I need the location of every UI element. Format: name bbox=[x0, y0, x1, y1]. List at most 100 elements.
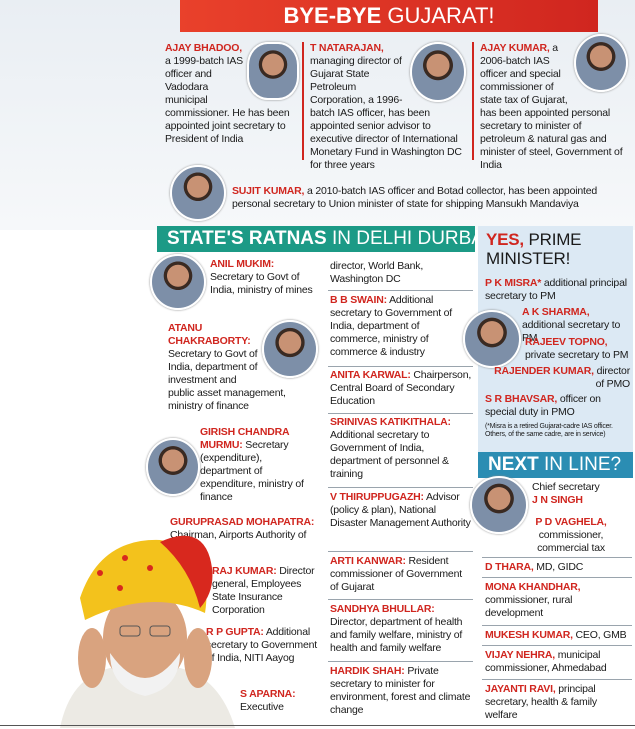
person-name: P D VAGHELA, bbox=[535, 516, 607, 528]
text: (*Misra is a retired Gujarat-cadre IAS o… bbox=[485, 423, 613, 438]
person-name: J N SINGH bbox=[532, 494, 583, 506]
entry: GIRISH CHANDRA MURMU: Secretary (expendi… bbox=[200, 426, 315, 504]
person-name: ARTI KANWAR: bbox=[330, 555, 406, 567]
person-name: MONA KHANDHAR, bbox=[485, 581, 581, 593]
entry: T NATARAJAN, managing director of Gujara… bbox=[310, 42, 466, 172]
entry: P K MISRA* additional principal secretar… bbox=[485, 277, 630, 303]
entry: ANIL MUKIM: Secretary to Govt of India, … bbox=[210, 258, 315, 297]
entry: RAJ KUMAR: Director general, Employees S… bbox=[212, 565, 320, 617]
text: Additional secretary to Government of In… bbox=[330, 294, 453, 358]
text: Secretary (expenditure), department of e… bbox=[200, 439, 304, 503]
person-name: S APARNA: bbox=[240, 688, 296, 700]
text: Chief secretary bbox=[532, 481, 600, 493]
separator bbox=[482, 557, 632, 558]
text: Executive bbox=[240, 701, 284, 713]
portrait-photo bbox=[60, 535, 235, 728]
entry: RAJENDER KUMAR, director of PMO bbox=[485, 365, 630, 391]
text: Director, department of health and famil… bbox=[330, 616, 463, 654]
entry: director, World Bank, Washington DC bbox=[330, 260, 470, 286]
entry: R P GUPTA: Additional secretary to Gover… bbox=[206, 626, 320, 665]
section-header: STATE'S RATNAS IN DELHI DURBAR bbox=[157, 226, 498, 252]
graphic bbox=[149, 625, 171, 637]
entry: S APARNA: Executive bbox=[240, 688, 320, 714]
graphic bbox=[110, 653, 180, 696]
photo bbox=[262, 320, 318, 378]
text: a 2010-batch IAS officer and Botad colle… bbox=[232, 185, 597, 210]
text: officer on special duty in PMO bbox=[485, 393, 601, 418]
separator bbox=[328, 551, 473, 552]
text: managing director of Gujarat State Petro… bbox=[310, 55, 462, 171]
photo bbox=[463, 310, 521, 368]
separator bbox=[482, 679, 632, 680]
person-name: A K SHARMA, bbox=[522, 306, 590, 318]
person-name: R P GUPTA: bbox=[206, 626, 264, 638]
entry: Chief secretary J N SINGH bbox=[532, 481, 632, 507]
graphic bbox=[147, 565, 153, 571]
footnote: (*Misra is a retired Gujarat-cadre IAS o… bbox=[485, 423, 633, 439]
entry: SANDHYA BHULLAR: Director, department of… bbox=[330, 603, 472, 655]
text: CEO, GMB bbox=[575, 629, 627, 641]
text: commissioner, commercial tax bbox=[537, 529, 605, 554]
person-name: S R BHAVSAR, bbox=[485, 393, 558, 405]
person-name: VIJAY NEHRA, bbox=[485, 649, 555, 661]
person-name: ANITA KARWAL: bbox=[330, 369, 411, 381]
header-title-bold: BYE-BYE bbox=[283, 3, 382, 28]
text: PRIME MINISTER! bbox=[486, 230, 582, 268]
section-header: YES, PRIME MINISTER! bbox=[486, 230, 626, 268]
entry: V THIRUPPUGAZH: Advisor (policy & plan),… bbox=[330, 491, 472, 530]
text: director, World Bank, Washington DC bbox=[330, 260, 424, 285]
entry: B B SWAIN: Additional secretary to Gover… bbox=[330, 294, 472, 359]
text: Additional secretary to Government of In… bbox=[206, 626, 317, 664]
person-name: MUKESH KUMAR, bbox=[485, 629, 573, 641]
entry: A K SHARMA, additional secretary to PM bbox=[522, 306, 630, 345]
person-name: RAJ KUMAR: bbox=[212, 565, 277, 577]
separator bbox=[482, 645, 632, 646]
text: Secretary to Govt of India, ministry of … bbox=[210, 271, 313, 296]
photo bbox=[146, 438, 200, 496]
person-name: GURUPRASAD MOHAPATRA: bbox=[170, 516, 315, 528]
section-header: NEXT IN LINE? bbox=[478, 452, 633, 478]
entry: AJAY BHADOO, a 1999-batch IAS officer an… bbox=[165, 42, 299, 146]
text: principal secretary, health & family wel… bbox=[485, 683, 597, 721]
text: additional secretary to PM bbox=[522, 319, 621, 344]
person-name: B B SWAIN: bbox=[330, 294, 387, 306]
entry: P D VAGHELA, commissioner, commercial ta… bbox=[512, 516, 630, 555]
separator bbox=[328, 413, 473, 414]
entry: ATANU CHAKRABORTY: Secretary to Govt of … bbox=[168, 320, 318, 413]
separator bbox=[328, 290, 473, 291]
text: IN LINE? bbox=[543, 454, 622, 475]
separator bbox=[0, 725, 635, 726]
person-name: GIRISH CHANDRA MURMU: bbox=[200, 426, 289, 451]
entry: HARDIK SHAH: Private secretary to minist… bbox=[330, 665, 472, 717]
graphic bbox=[80, 539, 207, 620]
text: Advisor (policy & plan), National Disast… bbox=[330, 491, 471, 529]
graphic bbox=[97, 570, 103, 576]
photo bbox=[410, 42, 466, 102]
photo bbox=[170, 165, 226, 221]
separator bbox=[328, 366, 473, 367]
entry: AJAY KUMAR, a 2006-batch IAS officer and… bbox=[480, 34, 628, 172]
separator bbox=[328, 661, 473, 662]
text: Additional secretary to Government of In… bbox=[330, 429, 449, 480]
photo bbox=[574, 34, 628, 92]
person-name: RAJENDER KUMAR, bbox=[494, 365, 594, 377]
text: IN DELHI DURBAR bbox=[331, 228, 498, 249]
divider bbox=[472, 42, 474, 160]
photo bbox=[150, 254, 206, 310]
text: MD, GIDC bbox=[536, 561, 584, 573]
graphic bbox=[78, 628, 106, 688]
person-name: AJAY BHADOO, bbox=[165, 42, 242, 54]
separator bbox=[328, 599, 473, 600]
person-name: AJAY KUMAR, bbox=[480, 42, 550, 54]
entry: SRINIVAS KATIKITHALA: Additional secreta… bbox=[330, 416, 472, 481]
photo bbox=[470, 476, 528, 534]
text: Secretary to Govt of India, department o… bbox=[168, 348, 286, 412]
text: a 2006-batch IAS officer and special com… bbox=[480, 42, 623, 171]
person-name: T NATARAJAN, bbox=[310, 42, 384, 54]
text: Director general, Employees State Insura… bbox=[212, 565, 315, 616]
entry: ANITA KARWAL: Chairperson, Central Board… bbox=[330, 369, 472, 408]
entry: MONA KHANDHAR, commissioner, rural devel… bbox=[485, 581, 597, 620]
person-name: V THIRUPPUGAZH: bbox=[330, 491, 424, 503]
text: additional principal secretary to PM bbox=[485, 277, 627, 302]
